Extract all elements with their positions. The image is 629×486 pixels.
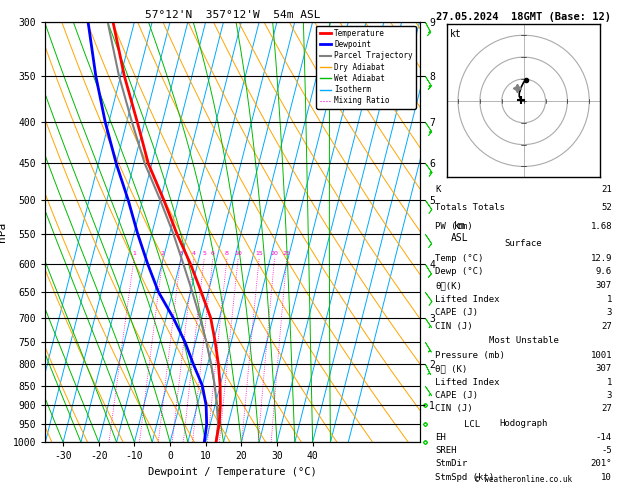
Text: PW (cm): PW (cm) bbox=[435, 222, 473, 231]
Text: 10: 10 bbox=[601, 472, 612, 482]
Text: © weatheronline.co.uk: © weatheronline.co.uk bbox=[475, 474, 572, 484]
X-axis label: Dewpoint / Temperature (°C): Dewpoint / Temperature (°C) bbox=[148, 467, 317, 477]
Text: 12.9: 12.9 bbox=[591, 254, 612, 263]
Text: kt: kt bbox=[450, 29, 462, 39]
Text: 2: 2 bbox=[161, 251, 165, 256]
Text: Lifted Index: Lifted Index bbox=[435, 378, 500, 387]
Text: StmSpd (kt): StmSpd (kt) bbox=[435, 472, 494, 482]
Text: 6: 6 bbox=[211, 251, 215, 256]
Text: 20: 20 bbox=[270, 251, 279, 256]
Text: 1.68: 1.68 bbox=[591, 222, 612, 231]
Text: Surface: Surface bbox=[505, 239, 542, 248]
Text: StmDir: StmDir bbox=[435, 459, 467, 469]
Text: -14: -14 bbox=[596, 433, 612, 442]
Y-axis label: hPa: hPa bbox=[0, 222, 7, 242]
Text: Dewp (°C): Dewp (°C) bbox=[435, 267, 484, 277]
Title: 57°12'N  357°12'W  54m ASL: 57°12'N 357°12'W 54m ASL bbox=[145, 10, 320, 20]
Text: CAPE (J): CAPE (J) bbox=[435, 391, 479, 400]
Text: 1: 1 bbox=[132, 251, 136, 256]
Text: LCL: LCL bbox=[464, 420, 481, 429]
Text: 1: 1 bbox=[606, 378, 612, 387]
Text: Hodograph: Hodograph bbox=[499, 419, 548, 428]
Text: 10: 10 bbox=[235, 251, 242, 256]
Text: 3: 3 bbox=[179, 251, 182, 256]
Text: 4: 4 bbox=[192, 251, 196, 256]
Text: SREH: SREH bbox=[435, 446, 457, 455]
Text: 8: 8 bbox=[225, 251, 229, 256]
Text: 307: 307 bbox=[596, 364, 612, 373]
Text: 3: 3 bbox=[606, 308, 612, 317]
Text: K: K bbox=[435, 185, 441, 193]
Text: Temp (°C): Temp (°C) bbox=[435, 254, 484, 263]
Text: 27.05.2024  18GMT (Base: 12): 27.05.2024 18GMT (Base: 12) bbox=[436, 12, 611, 22]
Text: CIN (J): CIN (J) bbox=[435, 322, 473, 330]
Text: Totals Totals: Totals Totals bbox=[435, 203, 505, 212]
Text: 52: 52 bbox=[601, 203, 612, 212]
Text: 1: 1 bbox=[606, 295, 612, 304]
Text: 27: 27 bbox=[601, 322, 612, 330]
Text: 201°: 201° bbox=[591, 459, 612, 469]
Text: 9.6: 9.6 bbox=[596, 267, 612, 277]
Legend: Temperature, Dewpoint, Parcel Trajectory, Dry Adiabat, Wet Adiabat, Isotherm, Mi: Temperature, Dewpoint, Parcel Trajectory… bbox=[316, 26, 416, 108]
Text: 307: 307 bbox=[596, 281, 612, 290]
Text: CAPE (J): CAPE (J) bbox=[435, 308, 479, 317]
Text: -5: -5 bbox=[601, 446, 612, 455]
Text: 21: 21 bbox=[601, 185, 612, 193]
Text: θᴇ(K): θᴇ(K) bbox=[435, 281, 462, 290]
Text: Pressure (mb): Pressure (mb) bbox=[435, 351, 505, 360]
Text: θᴇ (K): θᴇ (K) bbox=[435, 364, 467, 373]
Y-axis label: km
ASL: km ASL bbox=[452, 221, 469, 243]
Text: CIN (J): CIN (J) bbox=[435, 404, 473, 414]
Text: 15: 15 bbox=[255, 251, 263, 256]
Text: EH: EH bbox=[435, 433, 446, 442]
Text: 25: 25 bbox=[283, 251, 291, 256]
Text: Most Unstable: Most Unstable bbox=[489, 336, 559, 345]
Text: 27: 27 bbox=[601, 404, 612, 414]
Text: 1001: 1001 bbox=[591, 351, 612, 360]
Text: 5: 5 bbox=[203, 251, 206, 256]
Text: 3: 3 bbox=[606, 391, 612, 400]
Text: Lifted Index: Lifted Index bbox=[435, 295, 500, 304]
